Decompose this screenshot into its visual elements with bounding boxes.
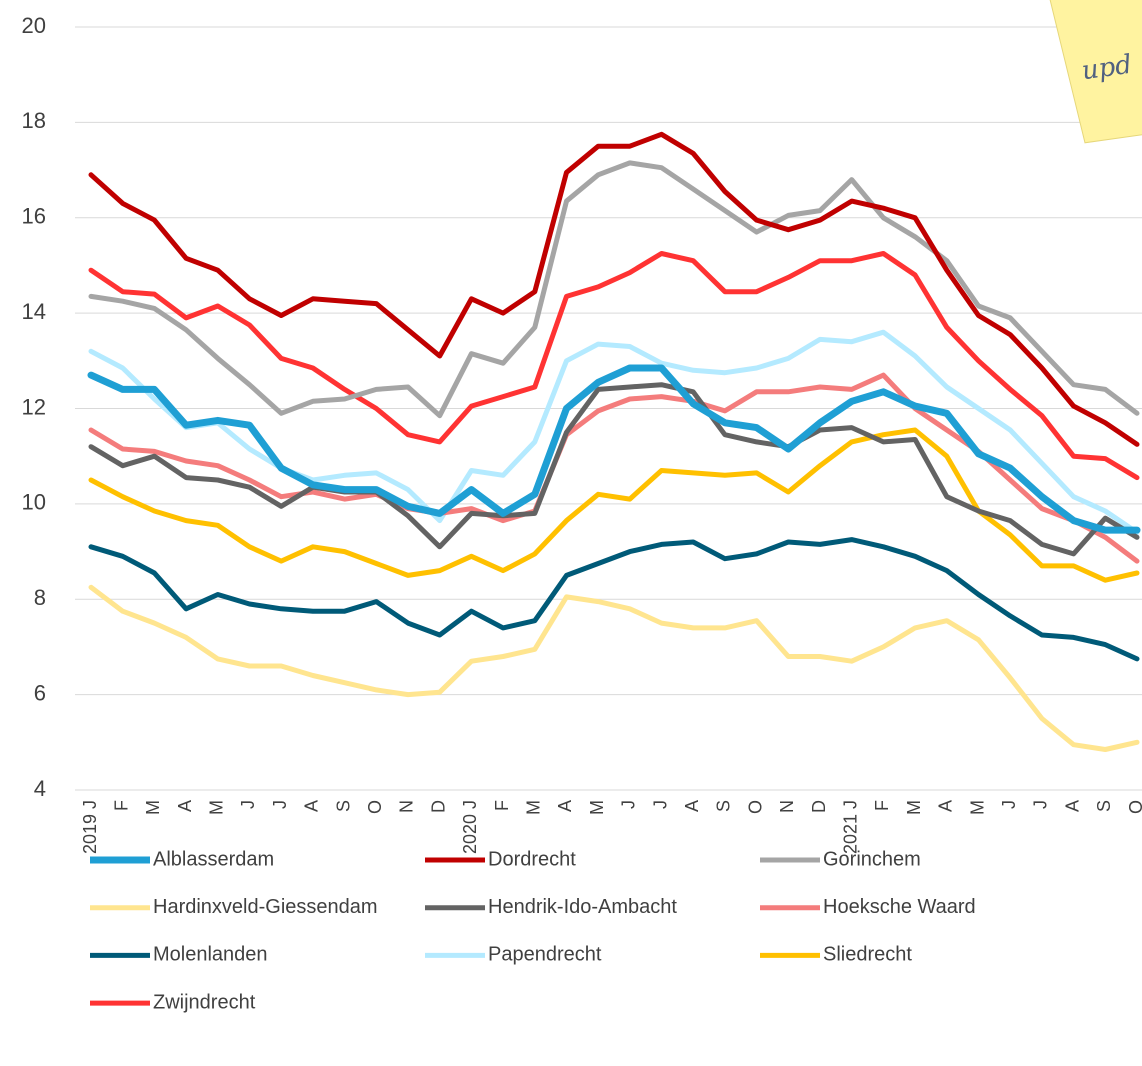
x-tick-label: D: [809, 800, 829, 813]
x-tick-label: D: [428, 800, 448, 813]
series-line: [87, 364, 1141, 534]
series-line: [88, 160, 1140, 419]
series-line: [88, 372, 1140, 564]
x-tick-label: O: [365, 800, 385, 814]
legend-label: Hardinxveld-Giessendam: [153, 896, 378, 918]
x-tick-label: M: [143, 800, 163, 815]
x-tick-label: J: [650, 800, 670, 809]
legend-label: Molenlanden: [153, 944, 268, 966]
x-tick-label: S: [714, 800, 734, 812]
x-tick-label: M: [904, 800, 924, 815]
legend-label: Gorinchem: [823, 848, 921, 870]
x-tick-label: S: [333, 800, 353, 812]
y-tick-label: 10: [22, 490, 46, 515]
y-tick-label: 20: [22, 13, 46, 38]
legend-label: Sliedrecht: [823, 944, 912, 966]
legend-label: Papendrecht: [488, 944, 602, 966]
y-tick-label: 16: [22, 204, 46, 229]
y-tick-label: 14: [22, 299, 46, 324]
x-tick-label: S: [1094, 800, 1114, 812]
y-tick-label: 8: [34, 585, 46, 610]
y-tick-label: 6: [34, 680, 46, 705]
series-line: [88, 537, 1140, 662]
legend-label: Dordrecht: [488, 848, 576, 870]
x-tick-label: F: [111, 800, 131, 811]
x-tick-label: A: [936, 800, 956, 812]
legend-label: Zwijndrecht: [153, 991, 256, 1013]
x-tick-label: J: [270, 800, 290, 809]
series-line: [88, 382, 1140, 557]
plot-lines: [87, 131, 1141, 752]
y-tick-label: 4: [34, 776, 46, 801]
x-tick-label: O: [1126, 800, 1142, 814]
note-text: upd: [1080, 50, 1134, 87]
x-tick-label: A: [1062, 800, 1082, 812]
x-tick-label: J: [619, 800, 639, 809]
note-paper: [1048, 0, 1142, 144]
x-tick-label: 2021 J: [840, 800, 860, 854]
x-tick-label: N: [397, 800, 417, 813]
y-tick-label: 18: [22, 108, 46, 133]
x-tick-label: J: [238, 800, 258, 809]
x-tick-label: J: [999, 800, 1019, 809]
x-tick-label: J: [1031, 800, 1051, 809]
x-tick-label: A: [682, 800, 702, 812]
legend: Alblasserdam Dordrecht Gorinchem Hardinxvel…: [90, 848, 976, 1013]
x-tick-label: M: [587, 800, 607, 815]
legend-label: Alblasserdam: [153, 848, 274, 870]
series-line: [88, 427, 1140, 583]
x-tick-label: N: [777, 800, 797, 813]
x-tick-label: O: [745, 800, 765, 814]
x-tick-label: M: [524, 800, 544, 815]
x-tick-label: A: [302, 800, 322, 812]
legend-label: Hendrik-Ido-Ambacht: [488, 896, 677, 918]
x-tick-label: 2020 J: [460, 800, 480, 854]
x-tick-label: M: [207, 800, 227, 815]
x-tick-label: A: [555, 800, 575, 812]
series-line: [88, 131, 1140, 447]
x-tick-label: 2019 J: [80, 800, 100, 854]
legend-label: Hoeksche Waard: [823, 896, 976, 918]
x-tick-label: M: [967, 800, 987, 815]
x-tick-label: F: [492, 800, 512, 811]
sticky-note: upd: [1048, 0, 1142, 144]
series-line: [88, 329, 1140, 535]
series-line: [88, 584, 1140, 752]
y-tick-label: 12: [22, 394, 46, 419]
series-line: [88, 251, 1140, 481]
x-tick-label: A: [175, 800, 195, 812]
x-tick-label: F: [872, 800, 892, 811]
